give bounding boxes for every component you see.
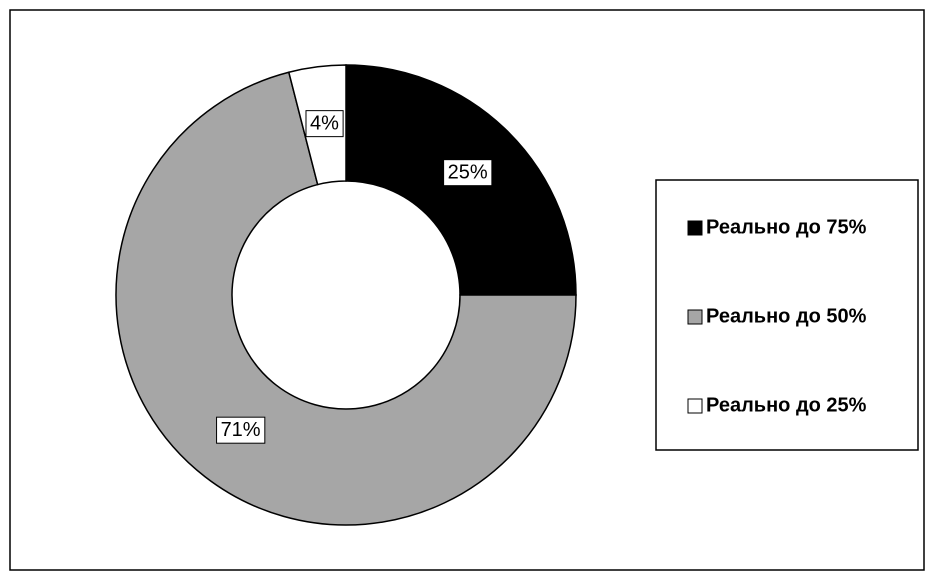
data-label: 4% xyxy=(310,113,339,135)
data-label: 71% xyxy=(221,419,261,441)
data-label-box xyxy=(305,110,344,138)
data-label-box xyxy=(216,416,266,444)
legend-label: Реально до 50% xyxy=(706,305,867,327)
data-label: 25% xyxy=(448,162,488,184)
donut-slice xyxy=(115,71,577,526)
legend-label: Реально до 25% xyxy=(706,394,867,416)
data-label-box xyxy=(443,159,493,187)
legend-swatch xyxy=(687,309,703,325)
legend-swatch xyxy=(687,220,703,236)
legend-swatch xyxy=(687,398,703,414)
legend-label: Реально до 75% xyxy=(706,216,867,238)
